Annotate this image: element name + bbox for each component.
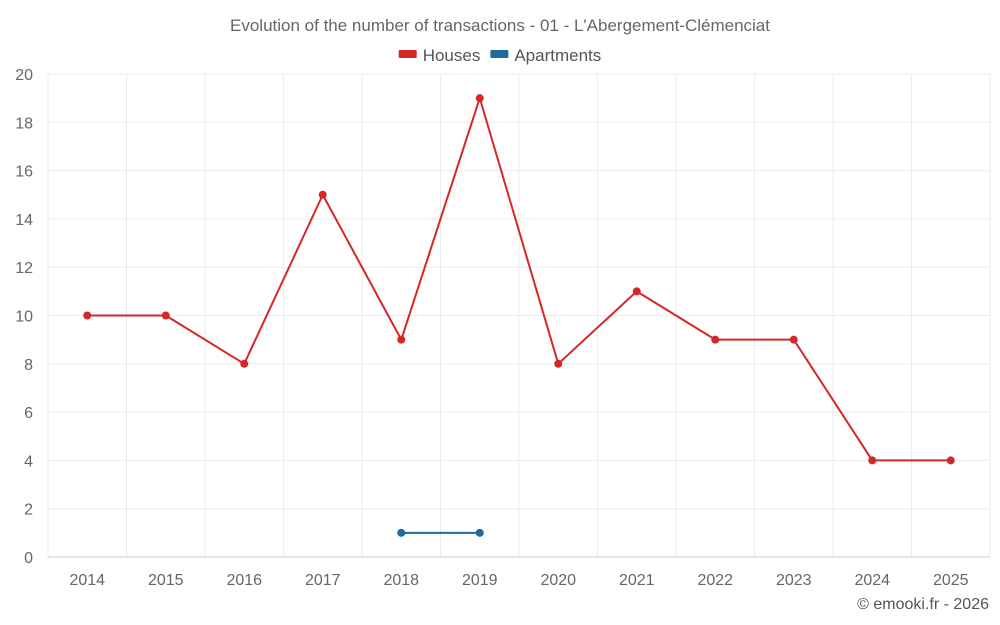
data-point-houses[interactable] <box>397 335 406 344</box>
x-tick-label: 2020 <box>540 572 576 589</box>
y-tick-label: 12 <box>15 260 33 277</box>
series-line-houses <box>87 97 951 462</box>
data-point-houses[interactable] <box>711 335 720 344</box>
data-point-houses[interactable] <box>83 311 92 320</box>
x-tick-label: 2021 <box>619 572 655 589</box>
legend: Houses Apartments <box>398 46 601 65</box>
y-tick-label: 14 <box>15 212 33 229</box>
y-tick-label: 8 <box>24 357 33 374</box>
legend-label: Apartments <box>514 46 601 65</box>
data-point-apartments[interactable] <box>475 528 484 537</box>
horizontal-gridlines <box>48 73 990 558</box>
x-axis-tick-labels: 2014 2015 2016 2017 2018 2019 2020 2021 2022 2023… <box>69 572 968 589</box>
data-point-houses[interactable] <box>946 456 955 465</box>
legend-label: Houses <box>423 46 481 65</box>
x-tick-label: 2023 <box>776 572 812 589</box>
credit-text: © emooki.fr - 2026 <box>857 596 989 613</box>
x-tick-label: 2022 <box>697 572 733 589</box>
chart-title: Evolution of the number of transactions … <box>230 16 770 35</box>
x-tick-label: 2025 <box>933 572 969 589</box>
series-layer <box>83 94 955 537</box>
y-axis-tick-labels: 0 2 4 6 8 10 12 14 16 18 20 <box>15 67 33 567</box>
series-houses <box>83 94 955 465</box>
x-tick-label: 2015 <box>148 572 184 589</box>
y-tick-label: 20 <box>15 67 33 84</box>
data-point-apartments[interactable] <box>397 528 406 537</box>
data-point-houses[interactable] <box>554 359 563 368</box>
x-tick-label: 2017 <box>305 572 341 589</box>
legend-swatch <box>490 50 509 58</box>
series-apartments <box>397 528 484 537</box>
data-point-houses[interactable] <box>868 456 877 465</box>
x-tick-label: 2016 <box>226 572 262 589</box>
legend-swatch <box>398 50 417 58</box>
y-tick-label: 6 <box>24 405 33 422</box>
x-tick-label: 2018 <box>383 572 419 589</box>
data-point-houses[interactable] <box>475 94 484 103</box>
y-tick-label: 10 <box>15 309 33 326</box>
legend-item-houses[interactable]: Houses <box>398 46 481 65</box>
legend-item-apartments[interactable]: Apartments <box>490 46 601 65</box>
y-tick-label: 18 <box>15 115 33 132</box>
data-point-houses[interactable] <box>240 359 249 368</box>
data-point-houses[interactable] <box>789 335 798 344</box>
x-tick-label: 2014 <box>69 572 105 589</box>
x-tick-label: 2019 <box>462 572 498 589</box>
x-tick-label: 2024 <box>854 572 890 589</box>
data-point-houses[interactable] <box>161 311 170 320</box>
y-tick-label: 16 <box>15 164 33 181</box>
y-tick-label: 2 <box>24 502 33 519</box>
data-point-houses[interactable] <box>632 287 641 296</box>
y-tick-label: 4 <box>24 453 33 470</box>
y-tick-label: 0 <box>24 550 33 567</box>
data-point-houses[interactable] <box>318 190 327 199</box>
